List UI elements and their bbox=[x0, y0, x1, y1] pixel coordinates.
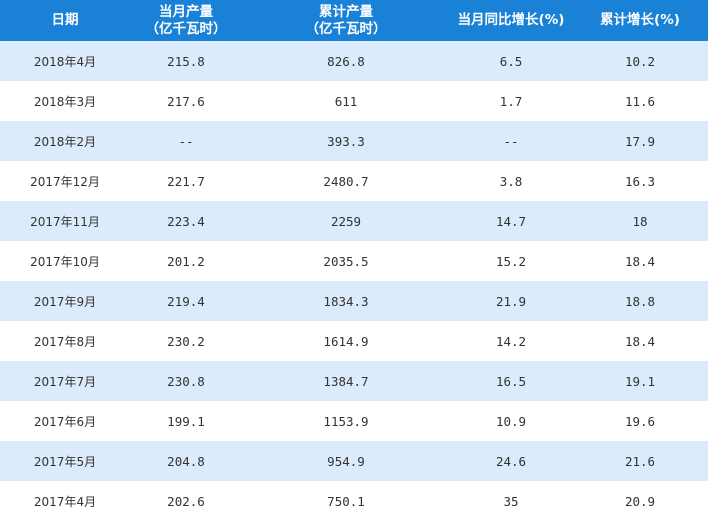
cell-monthly-yoy: 24.6 bbox=[495, 453, 527, 469]
cell-monthly-output: 230.8 bbox=[167, 373, 205, 389]
cell-monthly-yoy: 10.9 bbox=[495, 413, 527, 429]
cell-cumulative-output: 2035.5 bbox=[323, 253, 369, 269]
cell-cumulative-growth: 19.1 bbox=[624, 373, 656, 389]
cell-monthly-yoy: 21.9 bbox=[495, 293, 527, 309]
cell-monthly-output: 204.8 bbox=[167, 453, 205, 469]
cell-date: 2018年3月 bbox=[33, 94, 97, 109]
cell-cumulative-growth: 18.4 bbox=[624, 253, 656, 269]
cell-cumulative-growth: 16.3 bbox=[624, 173, 656, 189]
cell-monthly-output: 223.4 bbox=[167, 213, 205, 229]
cell-cumulative-output: 1153.9 bbox=[323, 413, 369, 429]
table-row: 2018年3月 217.6 611 1.7 11.6 bbox=[0, 81, 708, 121]
cell-cumulative-growth: 21.6 bbox=[624, 453, 656, 469]
table-row: 2017年11月 223.4 2259 14.7 18 bbox=[0, 201, 708, 241]
cell-monthly-output: 221.7 bbox=[167, 173, 205, 189]
cell-monthly-output: 215.8 bbox=[167, 53, 205, 69]
cell-cumulative-output: 826.8 bbox=[327, 53, 365, 69]
table-row: 2017年8月 230.2 1614.9 14.2 18.4 bbox=[0, 321, 708, 361]
cell-date: 2018年4月 bbox=[33, 54, 97, 69]
cell-monthly-yoy: 1.7 bbox=[499, 93, 523, 109]
cell-cumulative-growth: 10.2 bbox=[624, 53, 656, 69]
cell-monthly-yoy: 6.5 bbox=[499, 53, 523, 69]
table-row: 2018年4月 215.8 826.8 6.5 10.2 bbox=[0, 41, 708, 81]
cell-cumulative-output: 954.9 bbox=[327, 453, 365, 469]
cell-monthly-yoy: 15.2 bbox=[495, 253, 527, 269]
cell-cumulative-output: 1384.7 bbox=[323, 373, 369, 389]
cell-monthly-output: 199.1 bbox=[167, 413, 205, 429]
cell-monthly-yoy: 14.2 bbox=[495, 333, 527, 349]
cell-cumulative-growth: 17.9 bbox=[624, 133, 656, 149]
table-row: 2017年7月 230.8 1384.7 16.5 19.1 bbox=[0, 361, 708, 401]
cell-date: 2017年11月 bbox=[30, 214, 100, 229]
header-cumulative-growth: 累计增长(%) bbox=[600, 12, 680, 28]
header-date: 日期 bbox=[51, 12, 79, 28]
header-row: 日期 当月产量 （亿千瓦时） 累计产量 （亿千瓦时） 当月同比增长(%) 累计增… bbox=[0, 0, 708, 41]
cell-cumulative-output: 750.1 bbox=[327, 493, 365, 509]
cell-cumulative-growth: 18.8 bbox=[624, 293, 656, 309]
cell-cumulative-output: 611 bbox=[334, 93, 358, 109]
cell-date: 2018年2月 bbox=[33, 134, 97, 149]
table-row: 2017年6月 199.1 1153.9 10.9 19.6 bbox=[0, 401, 708, 441]
cell-date: 2017年7月 bbox=[33, 374, 97, 389]
cell-cumulative-output: 2480.7 bbox=[323, 173, 369, 189]
cell-monthly-yoy: -- bbox=[503, 133, 519, 149]
cell-cumulative-output: 393.3 bbox=[327, 133, 365, 149]
cell-monthly-output: 217.6 bbox=[167, 93, 205, 109]
table-row: 2017年9月 219.4 1834.3 21.9 18.8 bbox=[0, 281, 708, 321]
cell-monthly-output: -- bbox=[178, 133, 194, 149]
cell-monthly-yoy: 16.5 bbox=[495, 373, 527, 389]
cell-cumulative-growth: 19.6 bbox=[624, 413, 656, 429]
cell-date: 2017年9月 bbox=[33, 294, 97, 309]
table-row: 2017年10月 201.2 2035.5 15.2 18.4 bbox=[0, 241, 708, 281]
cell-monthly-output: 219.4 bbox=[167, 293, 205, 309]
cell-monthly-yoy: 35 bbox=[503, 493, 519, 509]
cell-date: 2017年6月 bbox=[33, 414, 97, 429]
cell-monthly-output: 230.2 bbox=[167, 333, 205, 349]
cell-monthly-yoy: 14.7 bbox=[495, 213, 527, 229]
cell-cumulative-output: 2259 bbox=[330, 213, 362, 229]
header-monthly-yoy: 当月同比增长(%) bbox=[457, 12, 565, 28]
cell-date: 2017年4月 bbox=[33, 494, 97, 509]
cell-monthly-output: 201.2 bbox=[167, 253, 205, 269]
table-row: 2017年5月 204.8 954.9 24.6 21.6 bbox=[0, 441, 708, 481]
cell-cumulative-growth: 11.6 bbox=[624, 93, 656, 109]
header-monthly-output: 当月产量 （亿千瓦时） bbox=[145, 3, 227, 37]
cell-date: 2017年10月 bbox=[30, 254, 100, 269]
table-row: 2018年2月 -- 393.3 -- 17.9 bbox=[0, 121, 708, 161]
cell-cumulative-growth: 20.9 bbox=[624, 493, 656, 509]
cell-monthly-yoy: 3.8 bbox=[499, 173, 523, 189]
table-row: 2017年4月 202.6 750.1 35 20.9 bbox=[0, 481, 708, 521]
cell-cumulative-growth: 18 bbox=[632, 213, 648, 229]
cell-cumulative-growth: 18.4 bbox=[624, 333, 656, 349]
cell-cumulative-output: 1834.3 bbox=[323, 293, 369, 309]
cell-date: 2017年8月 bbox=[33, 334, 97, 349]
header-cumulative-output: 累计产量 （亿千瓦时） bbox=[305, 3, 387, 37]
table-row: 2017年12月 221.7 2480.7 3.8 16.3 bbox=[0, 161, 708, 201]
cell-cumulative-output: 1614.9 bbox=[323, 333, 369, 349]
cell-monthly-output: 202.6 bbox=[167, 493, 205, 509]
cell-date: 2017年12月 bbox=[30, 174, 100, 189]
cell-date: 2017年5月 bbox=[33, 454, 97, 469]
